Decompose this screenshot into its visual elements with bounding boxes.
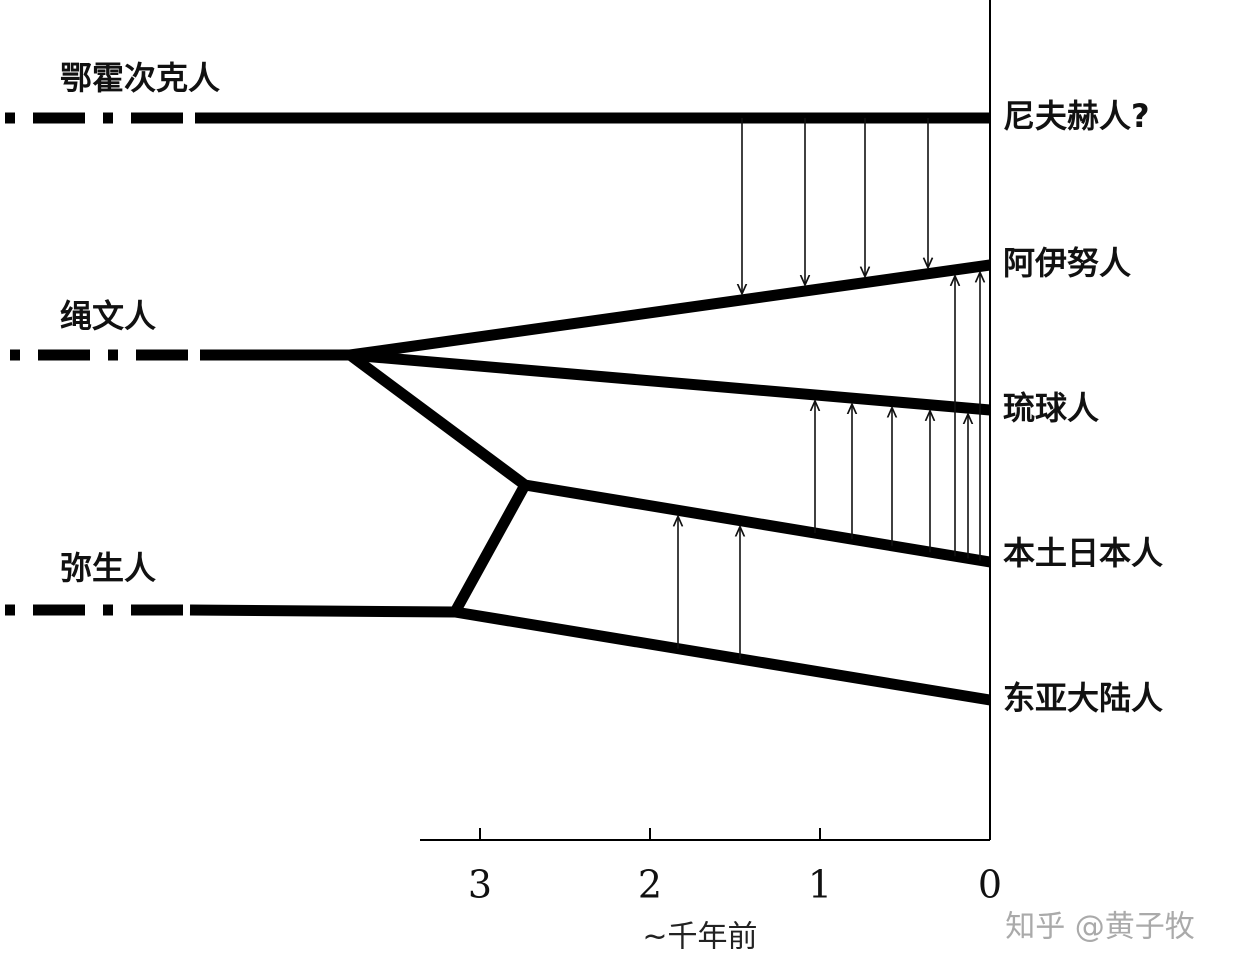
population-label: 本土日本人 xyxy=(1003,534,1163,572)
ticks: 3 2 1 0 xyxy=(468,828,1002,907)
tick-label: 0 xyxy=(978,863,1002,907)
population-label: 绳文人 xyxy=(60,297,156,335)
population-label: 阿伊努人 xyxy=(1003,244,1131,282)
tick-label: 3 xyxy=(468,863,492,907)
population-label: 鄂霍次克人 xyxy=(60,59,220,97)
gene-flow xyxy=(678,118,980,659)
lineage xyxy=(454,606,991,706)
lineage xyxy=(189,482,530,618)
tick-label: 2 xyxy=(638,863,662,907)
population-label: 琉球人 xyxy=(1003,389,1099,427)
watermark: 知乎 @黄子牧 xyxy=(1005,910,1195,945)
tick-label: 1 xyxy=(808,863,832,907)
population-label: 尼夫赫人? xyxy=(1003,97,1150,135)
population-label: 弥生人 xyxy=(60,549,156,587)
population-label: 东亚大陆人 xyxy=(1003,679,1163,717)
lineage xyxy=(349,259,991,361)
lineages xyxy=(5,112,991,706)
lineage xyxy=(349,349,991,416)
axis-label: ~千年前 xyxy=(642,920,757,955)
